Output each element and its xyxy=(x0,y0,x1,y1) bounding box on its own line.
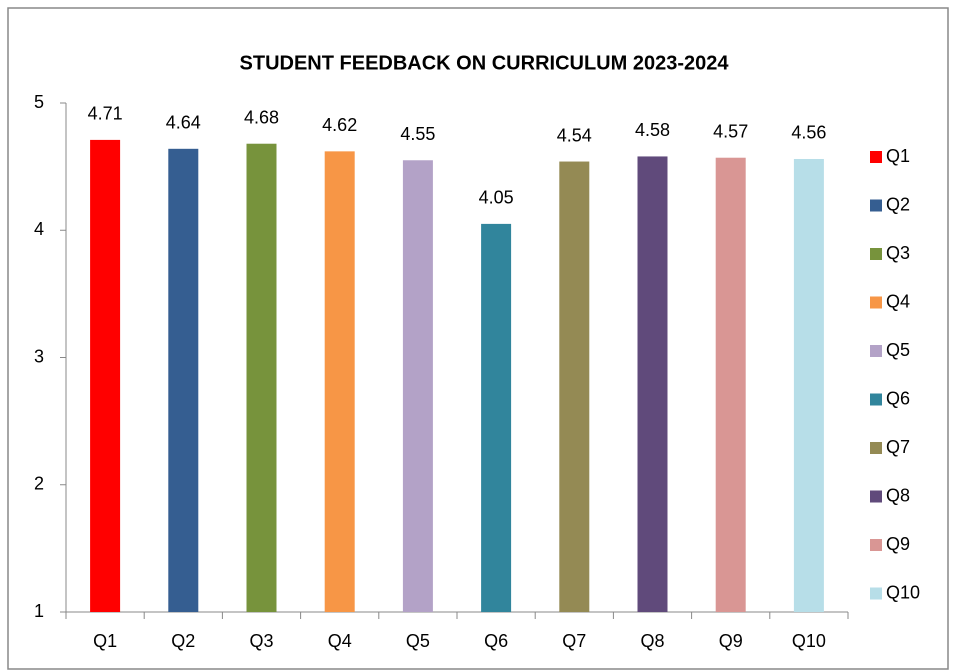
bar xyxy=(402,160,433,612)
legend-swatch xyxy=(870,393,882,406)
value-label: 4.56 xyxy=(791,123,826,143)
chart-title: STUDENT FEEDBACK ON CURRICULUM 2023-2024 xyxy=(240,52,730,74)
x-tick-label: Q3 xyxy=(249,631,273,651)
x-tick-label: Q7 xyxy=(562,631,586,651)
x-tick-label: Q8 xyxy=(640,631,664,651)
legend-swatch xyxy=(870,442,882,454)
x-tick-label: Q2 xyxy=(171,631,195,651)
y-tick-label: 1 xyxy=(34,601,44,621)
bar xyxy=(715,157,746,612)
legend-label: Q10 xyxy=(886,582,920,602)
x-tick-label: Q9 xyxy=(719,631,743,651)
x-tick-label: Q1 xyxy=(93,631,117,651)
x-tick-label: Q5 xyxy=(406,631,430,651)
legend-label: Q6 xyxy=(886,388,910,408)
x-tick-label: Q10 xyxy=(792,631,826,651)
value-label: 4.62 xyxy=(322,115,357,135)
bar xyxy=(246,143,277,612)
bar xyxy=(637,156,668,612)
legend-label: Q5 xyxy=(886,340,910,360)
legend-swatch xyxy=(870,490,882,503)
legend-label: Q3 xyxy=(886,243,910,263)
bar xyxy=(559,161,590,612)
value-label: 4.57 xyxy=(713,121,748,141)
legend-swatch xyxy=(870,539,882,551)
legend-label: Q1 xyxy=(886,146,910,166)
legend-swatch xyxy=(870,151,882,163)
value-label: 4.54 xyxy=(557,125,592,145)
value-label: 4.71 xyxy=(88,104,123,124)
legend-swatch xyxy=(870,296,882,309)
legend-swatch xyxy=(870,587,882,600)
bar xyxy=(324,151,355,613)
legend-label: Q7 xyxy=(886,437,910,457)
legend-label: Q8 xyxy=(886,485,910,505)
y-tick-label: 3 xyxy=(34,346,44,366)
chart-border xyxy=(7,7,949,670)
value-label: 4.05 xyxy=(479,188,514,208)
legend-swatch xyxy=(870,248,882,260)
legend-label: Q4 xyxy=(886,291,910,311)
x-tick-label: Q6 xyxy=(484,631,508,651)
legend-swatch xyxy=(870,199,882,212)
y-tick-label: 4 xyxy=(34,219,44,239)
bar xyxy=(481,223,512,612)
y-tick-label: 2 xyxy=(34,474,44,494)
legend-label: Q2 xyxy=(886,194,910,214)
value-label: 4.64 xyxy=(166,113,201,133)
x-tick-label: Q4 xyxy=(328,631,352,651)
value-label: 4.58 xyxy=(635,120,670,140)
bar xyxy=(793,158,824,613)
legend-swatch xyxy=(870,345,882,357)
value-label: 4.55 xyxy=(400,124,435,144)
y-tick-label: 5 xyxy=(34,92,44,112)
legend-label: Q9 xyxy=(886,534,910,554)
bar xyxy=(90,139,121,612)
value-label: 4.68 xyxy=(244,107,279,127)
bar xyxy=(168,148,199,612)
